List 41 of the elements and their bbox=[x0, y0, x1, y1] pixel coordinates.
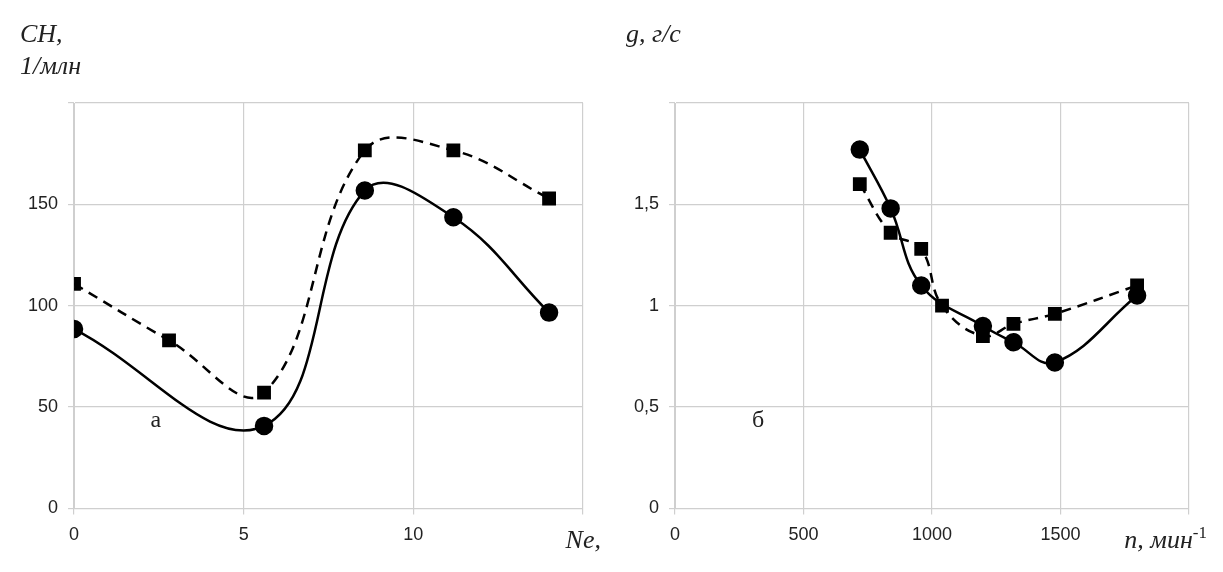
point bbox=[1047, 306, 1062, 321]
point bbox=[881, 199, 900, 218]
point bbox=[444, 208, 463, 227]
y-tick-label: 1,5 bbox=[633, 193, 660, 214]
annotation: а bbox=[150, 406, 162, 433]
point bbox=[446, 143, 461, 158]
point bbox=[162, 333, 176, 348]
x-tick-label: 5 bbox=[238, 524, 249, 545]
x-tick-label: 500 bbox=[788, 524, 819, 545]
point bbox=[1127, 286, 1147, 305]
point bbox=[355, 181, 375, 200]
point bbox=[914, 242, 929, 256]
x-axis-title: Ne, bbox=[564, 525, 602, 555]
point bbox=[883, 225, 898, 240]
point bbox=[850, 140, 870, 159]
y-tick-label: 150 bbox=[27, 193, 59, 214]
point bbox=[542, 191, 556, 206]
y-tick-label: 0,5 bbox=[633, 396, 660, 417]
point bbox=[257, 385, 271, 400]
point bbox=[852, 177, 867, 191]
y-axis-title: g, г/с bbox=[626, 19, 682, 48]
point bbox=[254, 416, 274, 436]
y-tick-label: 50 bbox=[38, 396, 59, 417]
y-tick-label: 1 bbox=[649, 294, 660, 315]
y-tick-label: 0 bbox=[649, 497, 660, 518]
point bbox=[357, 143, 372, 158]
annotation: б bbox=[752, 406, 765, 433]
point bbox=[973, 316, 993, 336]
point bbox=[911, 276, 931, 295]
point bbox=[1004, 332, 1023, 352]
x-tick-label: 1500 bbox=[1040, 524, 1081, 545]
y-axis-title: CH, 1/млн bbox=[20, 19, 82, 80]
y-tick-label: 0 bbox=[48, 497, 59, 518]
point bbox=[539, 303, 559, 322]
y-tick-label: 100 bbox=[27, 294, 59, 315]
point bbox=[1006, 317, 1021, 331]
x-tick-label: 0 bbox=[670, 524, 681, 545]
x-tick-label: 1000 bbox=[911, 524, 953, 545]
x-tick-label: 0 bbox=[69, 524, 80, 545]
point bbox=[1045, 353, 1065, 372]
x-tick-label: 10 bbox=[403, 524, 424, 545]
